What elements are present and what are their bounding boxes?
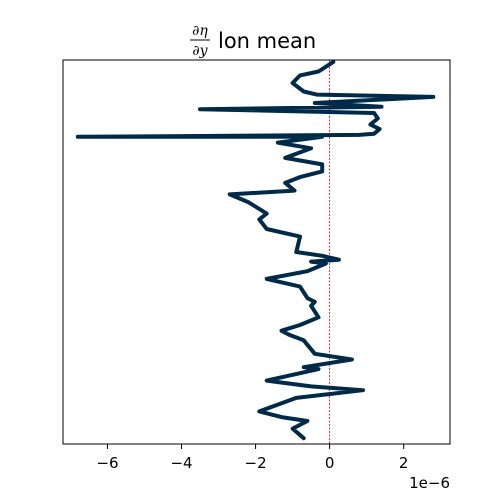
x-tick-label: −6 — [96, 454, 118, 472]
x-offset-label: 1e−6 — [409, 474, 450, 492]
series-line-0 — [75, 59, 436, 441]
chart-title: ∂η ∂y lon mean — [190, 23, 316, 59]
x-tick-label: −4 — [170, 454, 192, 472]
x-tick-label: 0 — [325, 454, 335, 472]
x-axis-ticks: −6 −4 −2 0 2 — [96, 444, 408, 472]
title-text: lon mean — [218, 29, 316, 53]
x-tick-label: −2 — [245, 454, 267, 472]
x-tick-label: 2 — [399, 454, 409, 472]
title-numerator: ∂η — [192, 23, 208, 39]
axes-frame — [62, 59, 451, 445]
title-denominator: ∂y — [192, 43, 208, 59]
plot-area — [75, 59, 436, 444]
